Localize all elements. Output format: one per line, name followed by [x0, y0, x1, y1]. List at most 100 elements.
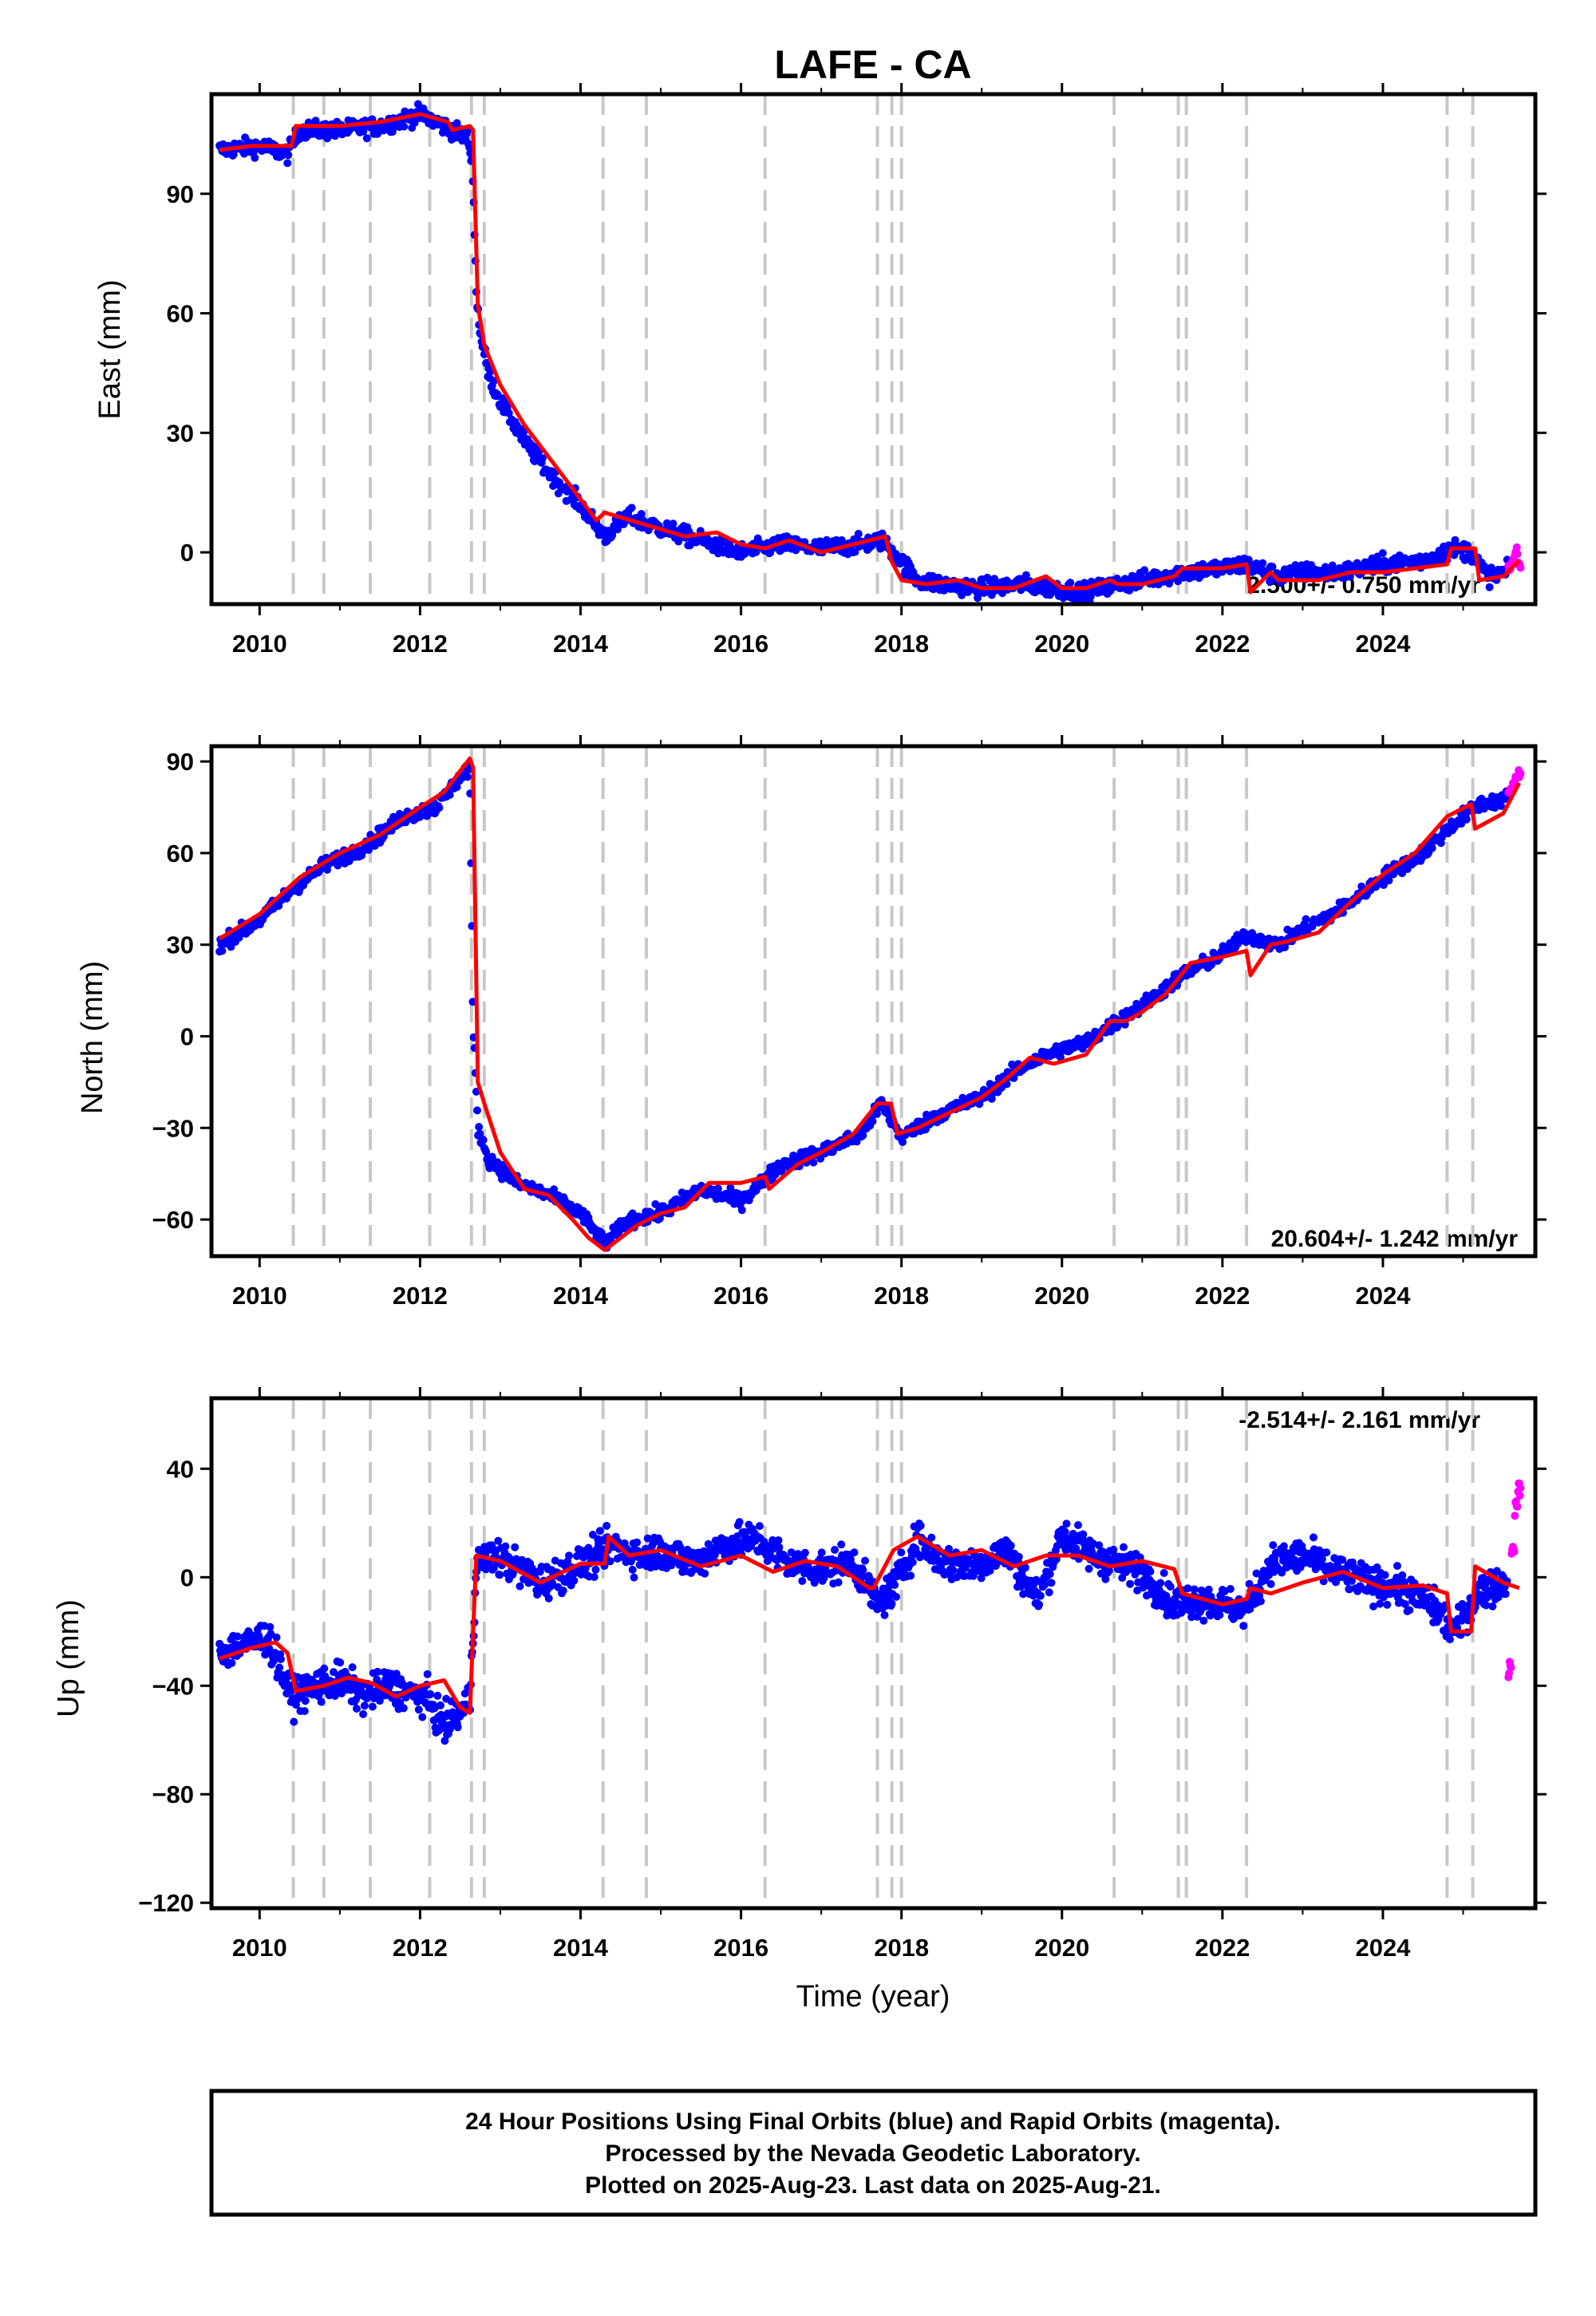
- data-point: [267, 1630, 275, 1638]
- data-point: [1159, 1569, 1168, 1577]
- y-axis-label-east: East (mm): [93, 279, 127, 419]
- data-point: [494, 1536, 503, 1545]
- rapid-point: [1511, 1512, 1519, 1520]
- data-point: [800, 1548, 809, 1557]
- data-point: [399, 1704, 408, 1713]
- plot-area: [215, 1398, 1525, 1908]
- data-point: [590, 1573, 598, 1581]
- data-point: [859, 1566, 867, 1575]
- data-point: [227, 943, 235, 951]
- data-point: [1047, 1579, 1056, 1587]
- data-point: [595, 1527, 604, 1535]
- data-point: [1462, 815, 1471, 824]
- panel-up: Up (mm) -2.514+/- 2.161 mm/yr Time (year…: [52, 1387, 1547, 2014]
- x-tick-label: 2022: [1195, 630, 1250, 658]
- data-point: [1095, 1541, 1104, 1550]
- rapid-point: [1513, 550, 1522, 559]
- data-point: [774, 1536, 783, 1544]
- data-point: [1446, 1635, 1454, 1644]
- data-point: [1126, 1579, 1135, 1588]
- data-point: [290, 1717, 298, 1726]
- data-point: [1256, 1597, 1265, 1606]
- data-point: [452, 119, 461, 128]
- data-point: [591, 1565, 600, 1574]
- data-point: [277, 1655, 285, 1663]
- data-point: [1451, 536, 1460, 544]
- data-point: [548, 1579, 557, 1587]
- data-point: [1036, 1591, 1045, 1600]
- data-point: [501, 1542, 510, 1551]
- data-point: [873, 1109, 881, 1118]
- data-point: [977, 1574, 986, 1583]
- data-point: [1398, 1571, 1407, 1579]
- data-point: [218, 947, 227, 955]
- rapid-point: [1516, 1484, 1525, 1492]
- data-point: [1317, 1555, 1326, 1563]
- data-point: [1457, 820, 1466, 828]
- data-point: [440, 1737, 449, 1745]
- data-point: [516, 1582, 524, 1591]
- rapid-point: [1516, 563, 1525, 572]
- model-line: [219, 1534, 1520, 1715]
- data-point: [1266, 1579, 1275, 1588]
- data-point: [602, 1521, 611, 1530]
- data-point: [859, 1131, 867, 1140]
- data-point: [851, 547, 859, 556]
- data-point: [255, 1633, 263, 1642]
- rapid-point: [1513, 1502, 1522, 1511]
- x-tick-label: 2020: [1034, 630, 1089, 658]
- data-point: [1072, 1544, 1080, 1553]
- rapid-point: [1510, 1547, 1519, 1556]
- data-point: [628, 1565, 637, 1574]
- data-point: [1014, 1552, 1023, 1561]
- data-point: [275, 1663, 284, 1672]
- data-point: [1491, 804, 1499, 812]
- data-point: [359, 1709, 368, 1718]
- data-point: [1245, 1579, 1254, 1588]
- data-point: [987, 1094, 996, 1103]
- data-point: [1226, 1585, 1235, 1593]
- x-tick-label: 2014: [553, 1282, 609, 1310]
- data-point: [892, 1592, 900, 1601]
- data-point: [570, 1576, 579, 1585]
- y-tick-label: 60: [167, 840, 194, 868]
- data-point: [1021, 1563, 1029, 1572]
- data-point: [1378, 549, 1387, 558]
- data-point: [669, 520, 678, 528]
- data-point: [735, 1518, 744, 1527]
- data-point: [1187, 1613, 1196, 1622]
- data-point: [868, 1117, 877, 1126]
- data-point: [362, 134, 371, 143]
- data-point: [606, 1557, 614, 1566]
- data-point: [1488, 1602, 1497, 1611]
- data-point: [504, 409, 513, 417]
- data-point: [1458, 1599, 1467, 1608]
- data-point: [1376, 1599, 1385, 1608]
- x-tick-label: 2014: [553, 1934, 609, 1962]
- data-point: [573, 1551, 581, 1560]
- data-point: [633, 1538, 642, 1547]
- y-axis-label-up: Up (mm): [52, 1599, 85, 1717]
- plot-frame: [209, 92, 1538, 607]
- data-point: [1146, 1567, 1155, 1576]
- x-tick-label: 2024: [1355, 1282, 1411, 1310]
- x-tick-label: 2012: [393, 630, 448, 658]
- data-point: [734, 1189, 743, 1198]
- data-point: [837, 1540, 846, 1549]
- data-point: [1066, 579, 1075, 587]
- x-tick-label: 2012: [393, 1934, 448, 1962]
- x-tick-label: 2012: [393, 1282, 448, 1310]
- data-point: [426, 1690, 435, 1698]
- data-point: [1400, 1578, 1408, 1587]
- chart-title: LAFE - CA: [774, 42, 971, 87]
- rapid-point: [1507, 1663, 1515, 1672]
- x-tick-label: 2018: [874, 630, 929, 658]
- y-axis-label-north: North (mm): [76, 961, 109, 1114]
- model-line: [218, 756, 1522, 1252]
- data-point: [538, 454, 547, 463]
- panel-north: North (mm) 20.604+/- 1.242 mm/yr 2010 201…: [76, 735, 1547, 1310]
- data-point: [1104, 1567, 1113, 1575]
- data-point: [227, 1658, 236, 1667]
- data-point: [251, 153, 259, 162]
- data-point: [1045, 1570, 1054, 1579]
